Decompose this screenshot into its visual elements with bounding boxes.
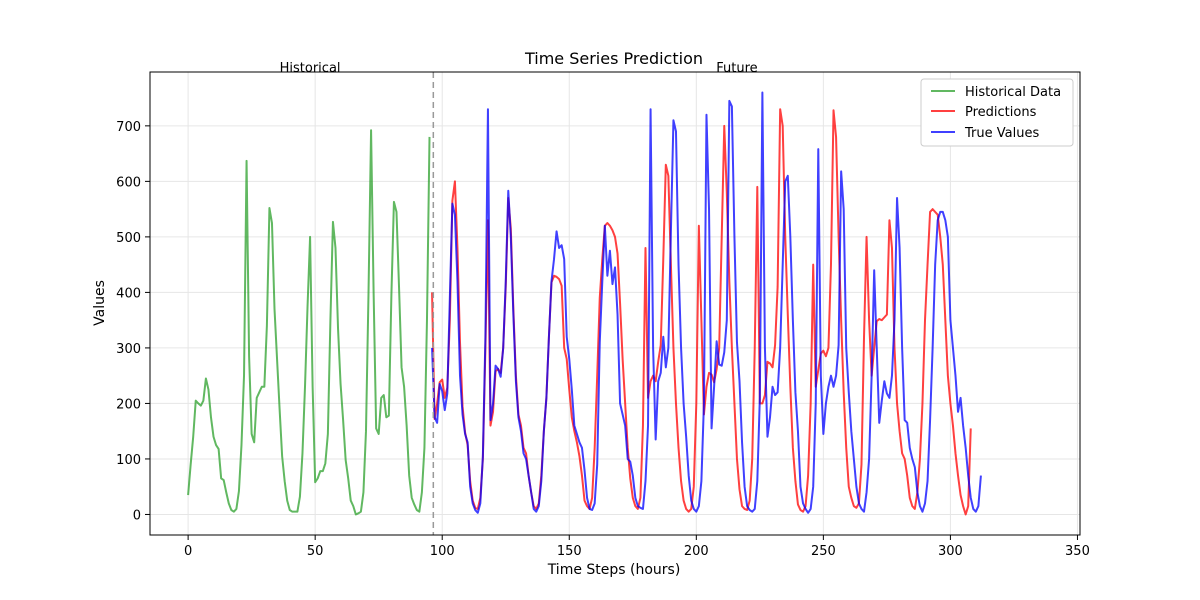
legend-label-historical: Historical Data (965, 85, 1061, 100)
legend-label-predictions: Predictions (965, 105, 1037, 120)
x-tick-label: 150 (557, 544, 582, 559)
annotation-future: Future (716, 61, 757, 76)
x-axis-label: Time Steps (hours) (547, 562, 681, 578)
series-lines (187, 91, 982, 516)
y-axis-label: Values (92, 280, 108, 326)
legend-box (920, 78, 1074, 147)
x-tick-label: 50 (307, 544, 324, 559)
x-tick-label: 300 (938, 544, 963, 559)
legend-label-true-values: True Values (964, 126, 1039, 141)
y-tick-label: 500 (116, 231, 141, 246)
y-tick-label: 600 (116, 175, 141, 190)
plot-frame (149, 71, 1081, 536)
axes: 0 50 100 150 200 250 300 350 0 100 200 300 400 500 600… (116, 120, 1090, 559)
x-tick-label: 0 (184, 544, 192, 559)
x-tick-label: 250 (811, 544, 836, 559)
y-tick-label: 400 (116, 286, 141, 301)
y-tick-label: 0 (133, 508, 141, 523)
chart-title: Time Series Prediction (524, 49, 703, 68)
y-tick-label: 300 (116, 342, 141, 357)
x-tick-label: 350 (1065, 544, 1090, 559)
series-line-true-values (431, 91, 982, 514)
y-tick-label: 100 (116, 453, 141, 468)
y-tick-label: 200 (116, 397, 141, 412)
x-tick-label: 100 (430, 544, 455, 559)
x-tick-label: 200 (684, 544, 709, 559)
annotation-historical: Historical (280, 61, 341, 76)
series-line-historical (187, 129, 431, 516)
y-tick-label: 700 (116, 120, 141, 135)
legend: Historical Data Predictions True Values (920, 78, 1074, 147)
